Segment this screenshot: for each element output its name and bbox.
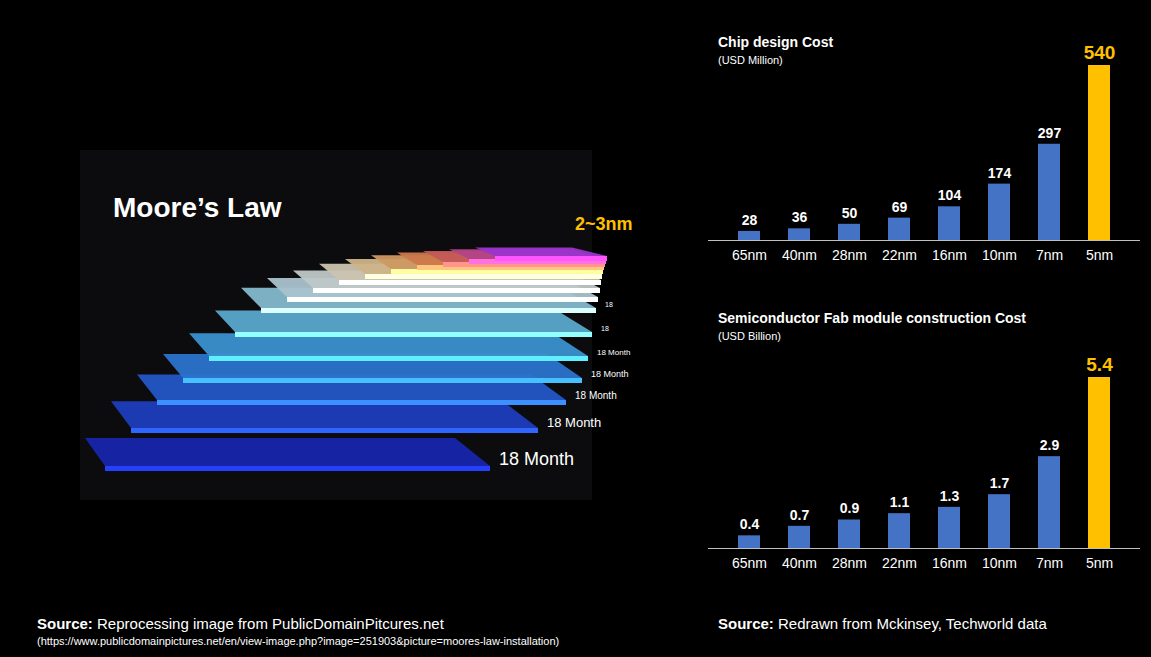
- svg-text:5nm: 5nm: [1086, 247, 1113, 263]
- svg-text:36: 36: [792, 209, 808, 225]
- svg-text:22nm: 22nm: [882, 247, 917, 263]
- svg-text:2.9: 2.9: [1040, 437, 1060, 453]
- svg-text:18 Month: 18 Month: [591, 369, 629, 379]
- svg-text:5.4: 5.4: [1086, 354, 1113, 375]
- svg-text:1.7: 1.7: [990, 475, 1010, 491]
- svg-text:Moore’s Law: Moore’s Law: [113, 192, 282, 223]
- svg-text:65nm: 65nm: [732, 247, 767, 263]
- svg-text:18: 18: [605, 301, 613, 308]
- svg-text:18 Month: 18 Month: [597, 348, 630, 357]
- svg-text:1.3: 1.3: [940, 488, 960, 504]
- svg-text:69: 69: [892, 199, 908, 215]
- svg-text:65nm: 65nm: [732, 555, 767, 571]
- html-text:Source: Redrawn from Mckinsey,: Source: Redrawn from Mckinsey, Techworld…: [718, 615, 1047, 632]
- svg-text:18 Month: 18 Month: [499, 449, 574, 469]
- html-text:(USD Billion): (USD Billion): [718, 330, 781, 342]
- svg-text:104: 104: [938, 187, 962, 203]
- html-text:Semiconductor Fab module const: Semiconductor Fab module construction Co…: [718, 310, 1026, 326]
- svg-text:0.4: 0.4: [740, 516, 760, 532]
- svg-text:18 Month: 18 Month: [575, 390, 617, 401]
- svg-text:10nm: 10nm: [982, 555, 1017, 571]
- svg-text:16nm: 16nm: [932, 247, 967, 263]
- svg-text:28nm: 28nm: [832, 555, 867, 571]
- svg-text:50: 50: [842, 205, 858, 221]
- svg-text:1.1: 1.1: [890, 494, 910, 510]
- svg-text:174: 174: [988, 165, 1012, 181]
- svg-text:18 Month: 18 Month: [547, 415, 601, 430]
- svg-text:5nm: 5nm: [1086, 555, 1113, 571]
- svg-text:28nm: 28nm: [832, 247, 867, 263]
- svg-text:40nm: 40nm: [782, 247, 817, 263]
- html-text:(USD Million): (USD Million): [718, 54, 783, 66]
- svg-text:0.9: 0.9: [840, 500, 860, 516]
- svg-text:540: 540: [1084, 42, 1116, 63]
- html-text:Source: Reprocessing image fro: Source: Reprocessing image from PublicDo…: [37, 615, 444, 632]
- svg-text:10nm: 10nm: [982, 247, 1017, 263]
- svg-text:7nm: 7nm: [1036, 247, 1063, 263]
- svg-text:18: 18: [601, 325, 609, 332]
- svg-text:2~3nm: 2~3nm: [575, 214, 633, 234]
- html-text:Chip design Cost: Chip design Cost: [718, 34, 834, 50]
- svg-text:16nm: 16nm: [932, 555, 967, 571]
- html-text:(https://www.publicdomainpictu: (https://www.publicdomainpictures.net/en…: [37, 635, 560, 647]
- svg-text:22nm: 22nm: [882, 555, 917, 571]
- svg-text:7nm: 7nm: [1036, 555, 1063, 571]
- svg-text:28: 28: [742, 212, 758, 228]
- svg-text:297: 297: [1038, 125, 1062, 141]
- svg-text:0.7: 0.7: [790, 507, 810, 523]
- svg-text:40nm: 40nm: [782, 555, 817, 571]
